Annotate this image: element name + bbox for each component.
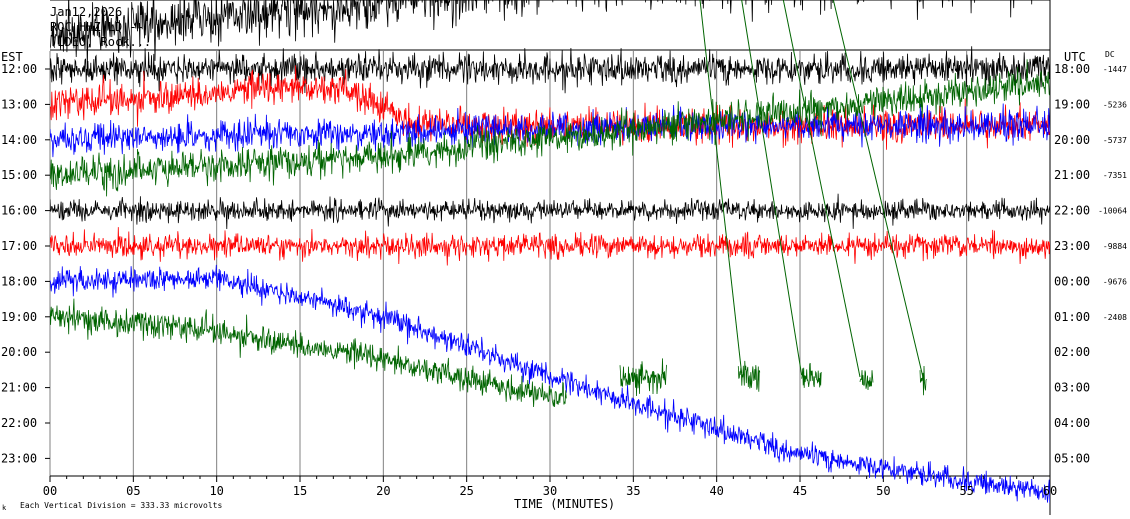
x-tick-label: 20 <box>376 484 390 498</box>
est-hour-label: 13:00 <box>1 97 37 111</box>
utc-hour-label: 00:00 <box>1054 274 1090 288</box>
dc-offset-label: -1447 <box>1103 65 1127 74</box>
scale-mark: k <box>2 504 7 512</box>
chart-traces <box>50 0 1050 503</box>
green-fragment <box>619 358 667 397</box>
x-axis-title: TIME (MINUTES) <box>514 497 615 511</box>
est-hour-label: 14:00 <box>1 133 37 147</box>
dc-offset-label: -5737 <box>1103 136 1127 145</box>
trace-black-1200 <box>50 46 1050 94</box>
dc-offset-labels: -1447 -5236 -5737 -7351 -10064 -9884 -9676 -240… <box>1098 65 1127 322</box>
left-zone-label: EST <box>1 50 23 64</box>
utc-hour-label: 02:00 <box>1054 345 1090 359</box>
dc-offset-label: -7351 <box>1103 171 1127 180</box>
utc-hour-label: 01:00 <box>1054 310 1090 324</box>
x-tick-label: 25 <box>459 484 473 498</box>
header-station: ROC HHZ LD -- <box>50 20 144 34</box>
green-diagonal-segment <box>782 0 861 378</box>
x-tick-label: 45 <box>793 484 807 498</box>
est-hour-label: 12:00 <box>1 62 37 76</box>
est-hour-labels: 12:00 13:00 14:00 15:00 16:00 17:00 18:00 19:00… <box>1 62 50 465</box>
green-fragment <box>859 370 874 391</box>
dc-label: DC <box>1105 50 1115 59</box>
utc-hour-label: 22:00 <box>1054 204 1090 218</box>
dc-offset-label: -2408 <box>1103 313 1127 322</box>
utc-hour-label: 03:00 <box>1054 381 1090 395</box>
x-tick-label: 10 <box>209 484 223 498</box>
trace-green-1500 <box>50 59 1050 197</box>
trace-black-1100 <box>50 0 1033 70</box>
header-network: (LDEO, Rock... <box>50 35 151 49</box>
x-tick-label: 05 <box>126 484 140 498</box>
utc-hour-label: 05:00 <box>1054 451 1090 465</box>
green-diagonal-segment <box>832 0 924 379</box>
trace-red-1700 <box>50 227 1050 266</box>
dc-offset-label: -9884 <box>1103 242 1127 251</box>
scale-note: Each Vertical Division = 333.33 microvol… <box>20 501 222 510</box>
utc-hour-label: 19:00 <box>1054 97 1090 111</box>
green-fragment <box>919 365 927 396</box>
utc-hour-label: 18:00 <box>1054 62 1090 76</box>
utc-hour-labels: 18:00 19:00 20:00 21:00 22:00 23:00 00:00 01:00… <box>1054 62 1090 465</box>
est-hour-label: 15:00 <box>1 168 37 182</box>
chart-grid <box>49 0 1051 515</box>
x-tick-label: 35 <box>626 484 640 498</box>
dc-offset-label: -10064 <box>1098 207 1127 216</box>
x-tick-label: 55 <box>959 484 973 498</box>
trace-green-1900 <box>50 298 567 408</box>
x-tick-label: 30 <box>543 484 557 498</box>
x-tick-labels: 00 05 10 15 20 25 30 35 40 45 50 55 60 <box>43 484 1057 498</box>
green-fragment <box>801 362 822 388</box>
est-hour-label: 23:00 <box>1 451 37 465</box>
x-tick-label: 00 <box>43 484 57 498</box>
est-hour-label: 19:00 <box>1 310 37 324</box>
right-zone-label: UTC <box>1064 50 1086 64</box>
trace-blue-1800 <box>50 264 1050 503</box>
est-hour-label: 16:00 <box>1 204 37 218</box>
x-tick-label: 60 <box>1043 484 1057 498</box>
dc-offset-label: -5236 <box>1103 100 1127 109</box>
dc-offset-label: -9676 <box>1103 277 1127 286</box>
est-hour-label: 21:00 <box>1 381 37 395</box>
est-hour-label: 17:00 <box>1 239 37 253</box>
est-hour-label: 18:00 <box>1 274 37 288</box>
utc-hour-label: 23:00 <box>1054 239 1090 253</box>
green-diagonal-segment <box>741 0 803 376</box>
x-tick-label: 15 <box>293 484 307 498</box>
trace-black-1600 <box>50 193 1050 230</box>
utc-hour-label: 04:00 <box>1054 416 1090 430</box>
utc-hour-label: 21:00 <box>1054 168 1090 182</box>
green-diagonal-segment <box>699 0 743 374</box>
utc-hour-label: 20:00 <box>1054 133 1090 147</box>
x-tick-label: 40 <box>709 484 723 498</box>
x-tick-label: 50 <box>876 484 890 498</box>
est-hour-label: 20:00 <box>1 345 37 359</box>
est-hour-label: 22:00 <box>1 416 37 430</box>
header-date: Jan12,2026 <box>50 5 122 19</box>
green-fragment <box>737 360 761 392</box>
